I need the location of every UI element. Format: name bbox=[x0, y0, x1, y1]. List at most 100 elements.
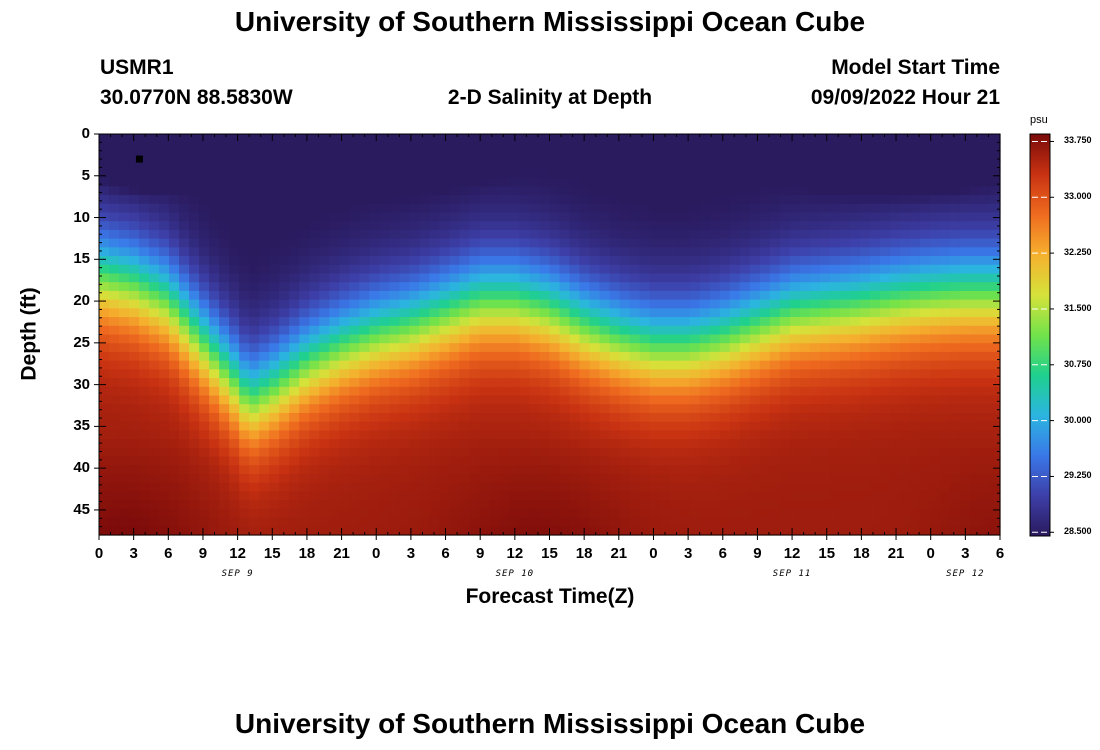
heatmap-cell bbox=[259, 430, 270, 440]
heatmap-cell bbox=[249, 212, 260, 222]
heatmap-cell bbox=[689, 334, 701, 344]
heatmap-cell bbox=[469, 282, 481, 292]
heatmap-cell bbox=[299, 473, 310, 484]
heatmap-cell bbox=[389, 317, 400, 327]
heatmap-cell bbox=[629, 229, 641, 240]
heatmap-cell bbox=[419, 421, 430, 431]
heatmap-cell bbox=[459, 378, 471, 388]
heatmap-cell bbox=[849, 142, 861, 153]
heatmap-cell bbox=[209, 430, 220, 440]
heatmap-cell bbox=[749, 491, 761, 501]
heatmap-cell bbox=[279, 386, 290, 397]
heatmap-cell bbox=[539, 282, 551, 292]
heatmap-cell bbox=[809, 273, 821, 283]
heatmap-cell bbox=[239, 386, 250, 397]
heatmap-cell bbox=[989, 317, 1001, 327]
heatmap-cell bbox=[839, 195, 851, 205]
heatmap-cell bbox=[759, 168, 771, 179]
heatmap-cell bbox=[109, 168, 120, 179]
heatmap-cell bbox=[269, 290, 280, 301]
heatmap-cell bbox=[819, 238, 831, 248]
heatmap-cell bbox=[229, 160, 240, 170]
heatmap-cell bbox=[529, 308, 541, 318]
heatmap-cell bbox=[409, 386, 420, 397]
heatmap-cell bbox=[469, 134, 481, 144]
heatmap-cell bbox=[239, 186, 250, 196]
heatmap-cell bbox=[259, 351, 270, 362]
heatmap-cell bbox=[329, 334, 340, 344]
heatmap-cell bbox=[619, 378, 631, 388]
heatmap-cell bbox=[249, 195, 260, 205]
heatmap-cell bbox=[939, 343, 951, 353]
heatmap-cell bbox=[469, 334, 481, 344]
heatmap-cell bbox=[969, 386, 981, 397]
heatmap-cell bbox=[609, 526, 621, 536]
heatmap-cell bbox=[819, 351, 831, 362]
heatmap-cell bbox=[849, 473, 861, 484]
heatmap-cell bbox=[649, 465, 661, 475]
heatmap-cell bbox=[689, 256, 701, 266]
heatmap-cell bbox=[159, 491, 170, 501]
heatmap-cell bbox=[489, 473, 501, 484]
heatmap-cell bbox=[119, 430, 130, 440]
heatmap-cell bbox=[669, 421, 681, 431]
heatmap-cell bbox=[219, 160, 230, 170]
heatmap-cell bbox=[119, 473, 130, 484]
heatmap-cell bbox=[509, 299, 521, 309]
heatmap-cell bbox=[479, 508, 491, 519]
heatmap-cell bbox=[659, 378, 671, 388]
heatmap-cell bbox=[549, 500, 561, 510]
heatmap-cell bbox=[309, 282, 320, 292]
heatmap-cell bbox=[879, 247, 891, 257]
heatmap-cell bbox=[109, 325, 120, 336]
heatmap-cell bbox=[139, 256, 150, 266]
heatmap-cell bbox=[689, 491, 701, 501]
heatmap-cell bbox=[219, 526, 230, 536]
x-tick-label: 12 bbox=[229, 545, 246, 562]
heatmap-cell bbox=[979, 160, 991, 170]
heatmap-cell bbox=[359, 386, 370, 397]
heatmap-cell bbox=[339, 491, 350, 501]
heatmap-cell bbox=[649, 351, 661, 362]
heatmap-cell bbox=[579, 500, 591, 510]
heatmap-cell bbox=[809, 369, 821, 379]
heatmap-cell bbox=[379, 151, 390, 161]
heatmap-cell bbox=[329, 317, 340, 327]
heatmap-cell bbox=[619, 203, 631, 214]
heatmap-cell bbox=[249, 491, 260, 501]
heatmap-cell bbox=[949, 378, 961, 388]
heatmap-cell bbox=[819, 290, 831, 301]
heatmap-cell bbox=[379, 247, 390, 257]
heatmap-cell bbox=[989, 526, 1001, 536]
heatmap-cell bbox=[769, 142, 781, 153]
heatmap-cell bbox=[979, 447, 991, 458]
heatmap-cell bbox=[169, 168, 180, 179]
heatmap-cell bbox=[339, 290, 350, 301]
heatmap-cell bbox=[199, 360, 210, 370]
heatmap-cell bbox=[769, 447, 781, 458]
heatmap-cell bbox=[519, 317, 531, 327]
heatmap-cell bbox=[429, 325, 440, 336]
heatmap-cell bbox=[139, 264, 150, 275]
heatmap-cell bbox=[739, 421, 751, 431]
heatmap-cell bbox=[589, 500, 601, 510]
heatmap-cell bbox=[929, 343, 941, 353]
heatmap-cell bbox=[219, 317, 230, 327]
heatmap-cell bbox=[729, 378, 741, 388]
heatmap-cell bbox=[669, 500, 681, 510]
heatmap-cell bbox=[359, 308, 370, 318]
heatmap-cell bbox=[729, 334, 741, 344]
heatmap-cell bbox=[629, 160, 641, 170]
heatmap-cell bbox=[629, 290, 641, 301]
heatmap-cell bbox=[229, 343, 240, 353]
heatmap-cell bbox=[819, 203, 831, 214]
heatmap-cell bbox=[99, 412, 110, 423]
heatmap-cell bbox=[589, 412, 601, 423]
heatmap-cell bbox=[839, 412, 851, 423]
heatmap-cell bbox=[729, 256, 741, 266]
heatmap-cell bbox=[99, 325, 110, 336]
heatmap-cell bbox=[229, 299, 240, 309]
heatmap-cell bbox=[149, 447, 160, 458]
heatmap-cell bbox=[229, 325, 240, 336]
heatmap-cell bbox=[519, 142, 531, 153]
